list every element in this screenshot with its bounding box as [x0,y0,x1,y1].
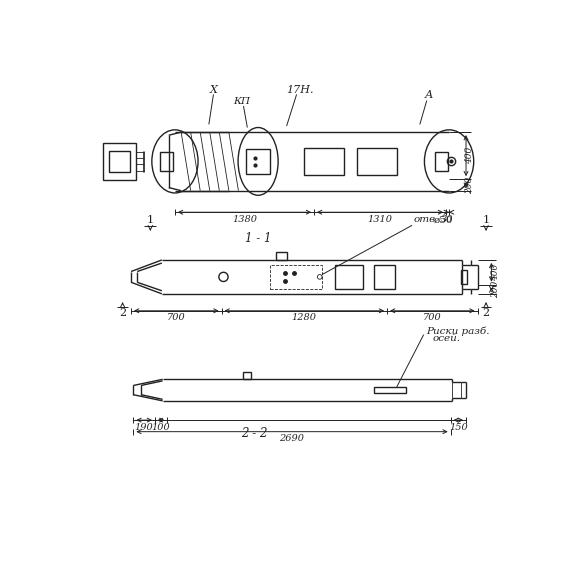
Text: 200: 200 [465,177,474,194]
Text: 2: 2 [119,308,126,318]
Text: 700: 700 [423,313,442,322]
Text: 30: 30 [441,214,454,224]
Bar [356,148,397,175]
Bar [276,252,286,260]
Text: Риски разб.: Риски разб. [426,327,489,336]
Bar [270,264,322,289]
Text: 1: 1 [147,215,154,225]
Text: 700: 700 [167,313,186,322]
Text: 2 - 2: 2 - 2 [241,427,267,440]
Bar [304,148,344,175]
Text: КП: КП [233,97,250,106]
Text: 100: 100 [152,423,170,432]
Bar [335,264,363,289]
Text: 1: 1 [482,215,489,225]
Text: 17Н.: 17Н. [287,85,314,95]
Text: 400: 400 [465,147,474,164]
Bar [435,152,447,171]
Bar [374,264,395,289]
Text: 400: 400 [491,264,500,281]
Text: 150: 150 [449,423,467,432]
Text: 1 - 1: 1 - 1 [245,232,271,245]
Bar [109,151,131,172]
Bar [159,152,174,171]
Text: 1280: 1280 [292,313,317,322]
Bar [243,373,251,380]
Text: 190: 190 [135,423,154,432]
Text: 200: 200 [491,281,500,298]
Text: А: А [425,90,433,100]
Text: X: X [209,85,217,95]
Bar [374,387,406,393]
Bar [102,143,136,180]
Text: 2: 2 [482,308,489,318]
Text: 1310: 1310 [367,214,393,224]
Text: 1380: 1380 [232,214,257,224]
Text: ø50: ø50 [434,216,453,224]
Bar [246,149,270,174]
Text: 2690: 2690 [279,434,305,443]
Bar [461,270,467,284]
Text: осей.: осей. [432,334,460,343]
Text: отв: отв [413,216,436,224]
